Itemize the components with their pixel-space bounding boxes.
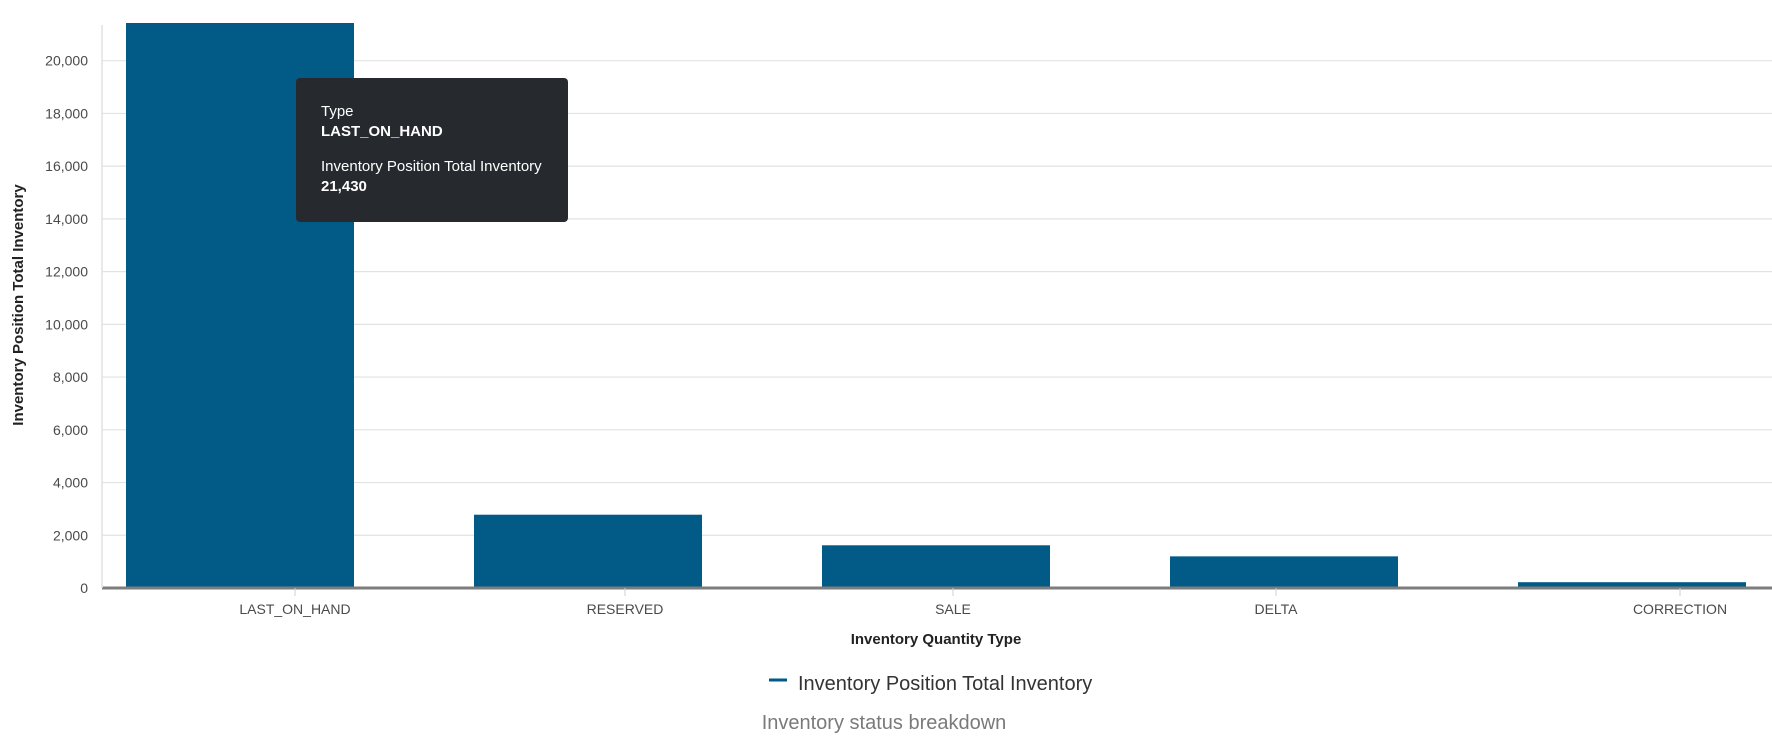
y-tick-label: 2,000 [53, 527, 88, 543]
legend[interactable]: Inventory Position Total Inventory [769, 673, 1092, 695]
x-tick-label: RESERVED [587, 601, 664, 617]
bar-sale[interactable] [822, 545, 1050, 588]
x-axis-title: Inventory Quantity Type [851, 631, 1022, 648]
legend-label: Inventory Position Total Inventory [798, 673, 1092, 695]
y-tick-label: 8,000 [53, 369, 88, 385]
y-axis-title: Inventory Position Total Inventory [10, 184, 27, 426]
x-tick-label: DELTA [1254, 601, 1298, 617]
y-tick-label: 10,000 [45, 316, 88, 332]
chart-caption: Inventory status breakdown [762, 712, 1007, 734]
tooltip-type-label: Type [321, 103, 354, 120]
y-tick-label: 0 [80, 580, 88, 596]
bar-correction[interactable] [1518, 582, 1746, 588]
y-tick-label: 20,000 [45, 53, 88, 69]
y-tick-label: 12,000 [45, 264, 88, 280]
bar-tooltip: Type LAST_ON_HAND Inventory Position Tot… [296, 78, 568, 222]
y-axis-ticks: 0 2,000 4,000 6,000 8,000 10,000 12,000 14,000 1… [45, 53, 88, 596]
y-tick-label: 18,000 [45, 105, 88, 121]
tooltip-type-value: LAST_ON_HAND [321, 123, 443, 140]
x-axis-ticks: LAST_ON_HAND RESERVED SALE DELTA CORRECTION [239, 588, 1727, 617]
y-tick-label: 14,000 [45, 211, 88, 227]
x-tick-label: SALE [935, 601, 971, 617]
x-tick-label: LAST_ON_HAND [239, 601, 350, 617]
tooltip-metric-label: Inventory Position Total Inventory [321, 158, 542, 175]
y-tick-label: 16,000 [45, 158, 88, 174]
x-tick-label: CORRECTION [1633, 601, 1727, 617]
y-tick-label: 6,000 [53, 422, 88, 438]
tooltip-metric-value: 21,430 [321, 178, 367, 195]
y-tick-label: 4,000 [53, 475, 88, 491]
bar-delta[interactable] [1170, 556, 1398, 588]
bar-reserved[interactable] [474, 514, 702, 588]
